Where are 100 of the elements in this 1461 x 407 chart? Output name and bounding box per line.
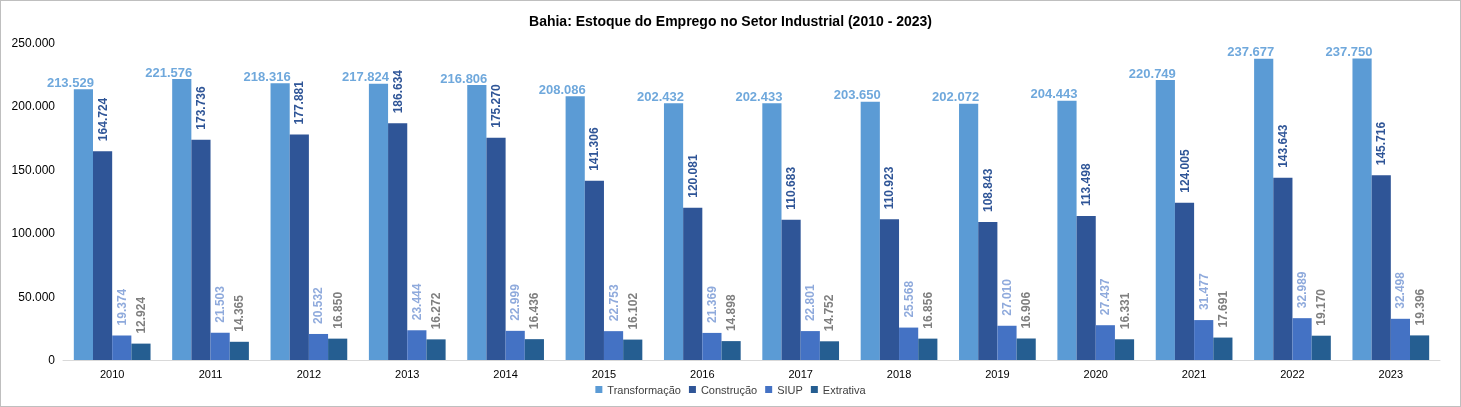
bar — [721, 341, 741, 360]
x-tick-label: 2013 — [395, 367, 420, 380]
y-tick-label: 50.000 — [18, 289, 56, 304]
bar — [388, 123, 408, 360]
data-label: 16.331 — [1117, 292, 1132, 330]
data-label: 20.532 — [311, 286, 326, 324]
data-label: 164.724 — [95, 97, 110, 142]
bar — [328, 338, 348, 360]
data-label: 19.374 — [114, 288, 129, 326]
bar — [93, 151, 113, 360]
data-label: 19.170 — [1314, 288, 1329, 326]
x-tick-label: 2019 — [985, 367, 1010, 380]
data-label: 19.396 — [1412, 288, 1427, 326]
bar — [762, 103, 782, 360]
bar — [368, 83, 389, 360]
bar — [565, 96, 585, 360]
data-label: 16.102 — [625, 292, 640, 330]
data-label: 16.906 — [1019, 291, 1034, 329]
data-label: 32.498 — [1393, 271, 1408, 309]
data-label: 143.643 — [1275, 124, 1290, 168]
bar — [426, 339, 446, 360]
data-label: 110.683 — [784, 166, 799, 210]
bar — [978, 221, 998, 360]
data-label: 237.677 — [1227, 44, 1275, 60]
data-label: 14.365 — [232, 294, 247, 332]
data-label: 237.750 — [1325, 44, 1373, 60]
bar — [1095, 325, 1115, 360]
bar — [1174, 202, 1195, 360]
data-label: 108.843 — [980, 168, 995, 212]
bar — [486, 137, 506, 360]
data-label: 216.806 — [440, 70, 488, 86]
bar — [407, 330, 427, 360]
bar — [1194, 320, 1214, 360]
data-label: 25.568 — [901, 280, 916, 318]
data-label: 202.072 — [932, 89, 980, 105]
bar — [210, 332, 230, 360]
bar — [1155, 80, 1175, 360]
data-label: 202.432 — [637, 88, 685, 104]
bar — [1371, 175, 1391, 360]
bar — [997, 325, 1017, 360]
bar — [1016, 338, 1036, 360]
data-label: 16.272 — [429, 292, 444, 330]
data-label: 186.634 — [390, 69, 405, 114]
data-label: 17.691 — [1215, 290, 1230, 328]
x-tick-label: 2021 — [1181, 367, 1207, 380]
bar — [623, 339, 643, 360]
data-label: 22.801 — [803, 284, 818, 322]
legend-label: SIUP — [777, 383, 803, 396]
bar — [1254, 58, 1274, 360]
bar — [1076, 216, 1096, 360]
bar — [879, 219, 900, 360]
x-tick-label: 2017 — [788, 367, 813, 380]
data-label: 16.436 — [527, 292, 542, 330]
data-label: 22.753 — [606, 284, 621, 322]
data-label: 220.749 — [1128, 65, 1176, 81]
bar — [702, 332, 722, 360]
data-label: 208.086 — [538, 81, 586, 97]
bar — [781, 219, 801, 360]
chart-title: Bahia: Estoque do Emprego no Setor Industrial (2010 - 2023) — [529, 13, 932, 29]
x-tick-label: 2022 — [1280, 367, 1305, 380]
data-label: 175.270 — [489, 84, 504, 128]
data-label: 177.881 — [292, 80, 307, 125]
bar — [860, 101, 880, 360]
y-tick-label: 100.000 — [11, 226, 56, 241]
data-label: 141.306 — [587, 127, 602, 171]
data-label: 120.081 — [685, 154, 700, 198]
bar — [819, 341, 840, 360]
x-tick-label: 2016 — [690, 367, 715, 380]
data-label: 204.443 — [1030, 86, 1078, 102]
x-tick-label: 2020 — [1083, 367, 1108, 380]
data-label: 16.850 — [330, 291, 345, 329]
data-label: 14.898 — [724, 294, 739, 332]
data-label: 23.444 — [409, 283, 424, 321]
bar — [918, 338, 938, 360]
bar — [270, 83, 290, 360]
bar — [800, 331, 820, 360]
data-label: 22.999 — [508, 283, 523, 321]
bar — [112, 335, 132, 360]
data-label: 203.650 — [833, 87, 881, 103]
bar — [1390, 318, 1410, 360]
bar — [172, 79, 192, 360]
legend-label: Construção — [700, 383, 758, 396]
data-label: 218.316 — [243, 68, 291, 84]
bar — [1114, 339, 1135, 360]
y-tick-label: 250.000 — [11, 36, 56, 50]
bar — [229, 341, 249, 360]
bar — [524, 339, 544, 360]
x-tick-label: 2011 — [198, 367, 223, 380]
y-tick-label: 200.000 — [11, 99, 56, 114]
data-label: 213.529 — [46, 74, 94, 90]
bar — [73, 89, 93, 360]
data-label: 31.477 — [1196, 273, 1211, 311]
bar — [505, 330, 525, 360]
data-label: 124.005 — [1177, 149, 1192, 193]
x-tick-label: 2015 — [591, 367, 617, 380]
y-tick-label: 0 — [48, 353, 56, 367]
bar — [899, 327, 919, 360]
data-label: 113.498 — [1079, 163, 1094, 207]
bar — [191, 139, 211, 360]
bar — [603, 331, 624, 360]
